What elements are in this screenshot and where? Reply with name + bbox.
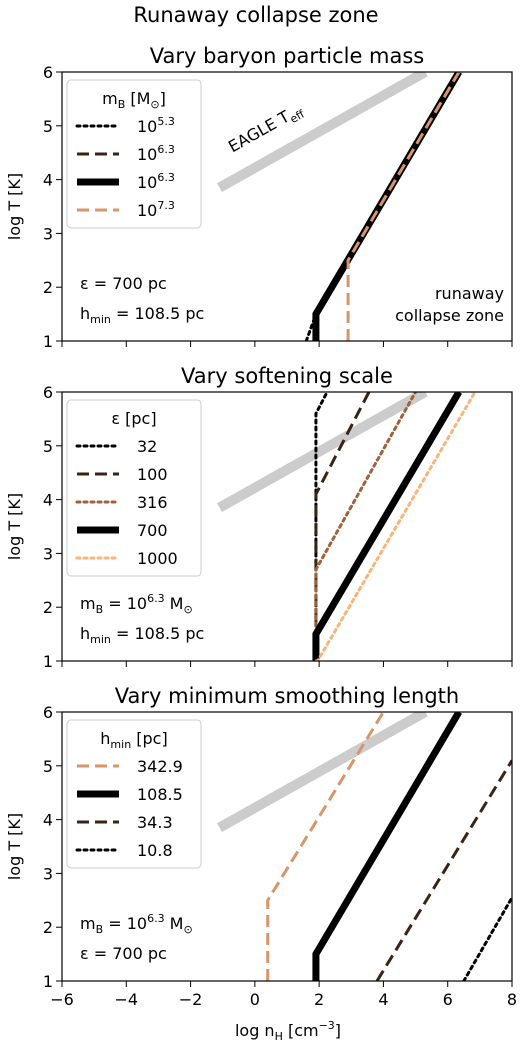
plot-area xyxy=(217,72,462,341)
legend-label: 700 xyxy=(137,521,168,540)
x-tick-label: 6 xyxy=(443,990,453,1009)
y-tick-label: 3 xyxy=(43,224,53,243)
y-tick-label: 1 xyxy=(43,332,53,351)
y-tick-label: 5 xyxy=(43,117,53,136)
chart-panel-2: Vary softening scale log T [K] 1 2 3 4 5 6 ε [pc… xyxy=(5,364,513,671)
y-tick-label: 6 xyxy=(43,383,53,402)
y-tick-label: 6 xyxy=(43,703,53,722)
y-tick-label: 1 xyxy=(43,652,53,671)
legend-label: 342.9 xyxy=(137,757,183,776)
legend-label: 107.3​ xyxy=(137,199,175,220)
series-line xyxy=(312,392,462,661)
eagle-teff-line xyxy=(217,392,428,513)
annotation: ε = 700 pc xyxy=(80,274,167,293)
y-tick-label: 6 xyxy=(43,63,53,82)
y-tick-label: 4 xyxy=(43,491,53,510)
legend-label: 106.3​ xyxy=(137,143,175,164)
legend-label: 316 xyxy=(137,493,168,512)
series-line xyxy=(266,712,385,981)
y-tick-label: 1 xyxy=(43,972,53,991)
legend-label: 108.5 xyxy=(137,785,183,804)
annotation: ε = 700 pc xyxy=(80,944,167,963)
x-tick-label: 8 xyxy=(507,990,517,1009)
axes-frame xyxy=(61,391,513,662)
panel-title: Vary softening scale xyxy=(181,364,393,388)
x-tick-label: 2 xyxy=(314,990,324,1009)
x-tick-label: −6 xyxy=(50,990,74,1009)
legend-label: 105.3​ xyxy=(137,115,175,136)
y-tick-label: 3 xyxy=(43,544,53,563)
legend-title: mB​ [M⊙​] xyxy=(102,89,166,111)
annotation: mB​ = 106.3​ M⊙​ xyxy=(80,912,193,936)
legend-label: 106.3​ xyxy=(137,171,175,192)
annotation: hmin​ = 108.5 pc xyxy=(80,304,204,326)
legend-label: 100 xyxy=(137,465,168,484)
series-line xyxy=(375,759,512,981)
x-tick-label: −2 xyxy=(179,990,203,1009)
y-tick-label: 3 xyxy=(43,864,53,883)
annotation: hmin​ = 108.5 pc xyxy=(80,624,204,646)
y-tick-label: 2 xyxy=(43,918,53,937)
series-line xyxy=(346,72,461,341)
figure-title: Runaway collapse zone xyxy=(133,3,378,27)
chart-panel-3: Vary minimum smoothing length log T [K] −6… xyxy=(5,684,517,1009)
y-tick-label: 4 xyxy=(43,811,53,830)
y-tick-label: 4 xyxy=(43,171,53,190)
eagle-teff-line xyxy=(217,712,428,833)
legend-label: 10.8 xyxy=(137,841,173,860)
panel-title: Vary baryon particle mass xyxy=(150,44,425,68)
annotation: collapse zone xyxy=(395,306,504,325)
y-tick-label: 5 xyxy=(43,437,53,456)
x-tick-label: −4 xyxy=(114,990,138,1009)
x-axis-label: log nH​ [cm−3​] xyxy=(235,1019,341,1043)
panel-title: Vary minimum smoothing length xyxy=(115,684,459,708)
series-line xyxy=(314,392,477,661)
legend: mB​ [M⊙​] 105.3​ 106.3​ 106.3​ 107.3​ xyxy=(66,79,202,229)
plot-area xyxy=(217,392,477,661)
legend-label: 32 xyxy=(137,437,157,456)
axes-frame xyxy=(61,71,513,342)
series-line xyxy=(462,896,512,981)
chart-panel-1: Vary baryon particle mass log T [K] 1 2 3 4 5 6… xyxy=(5,44,513,351)
legend: hmin​ [pc] 342.9 108.5 34.3 10.8 xyxy=(66,719,202,869)
legend-box xyxy=(66,79,202,229)
legend-label: 34.3 xyxy=(137,813,173,832)
plot-area xyxy=(217,712,512,981)
y-tick-label: 2 xyxy=(43,278,53,297)
annotation: runaway xyxy=(435,284,504,303)
y-tick-label: 5 xyxy=(43,757,53,776)
series-line xyxy=(314,392,329,661)
legend-title: hmin​ [pc] xyxy=(100,729,167,751)
x-tick-label: 4 xyxy=(378,990,388,1009)
legend-title: ε [pc] xyxy=(111,409,156,428)
y-tick-label: 2 xyxy=(43,598,53,617)
axes-frame xyxy=(61,711,513,982)
series-line xyxy=(312,712,462,981)
legend-label: 1000 xyxy=(137,549,178,568)
x-tick-label: 0 xyxy=(250,990,260,1009)
y-axis-label: log T [K] xyxy=(5,493,24,560)
legend: ε [pc] 32 100 316 700 1000 xyxy=(66,399,202,577)
eagle-teff-line xyxy=(217,72,428,193)
y-axis-label: log T [K] xyxy=(5,173,24,240)
legend-box xyxy=(66,719,202,869)
panels: Vary baryon particle mass log T [K] 1 2 3 4 5 6… xyxy=(5,44,517,1009)
annotation: mB​ = 106.3​ M⊙​ xyxy=(80,592,193,616)
series-line xyxy=(314,392,418,661)
y-axis-label: log T [K] xyxy=(5,813,24,880)
